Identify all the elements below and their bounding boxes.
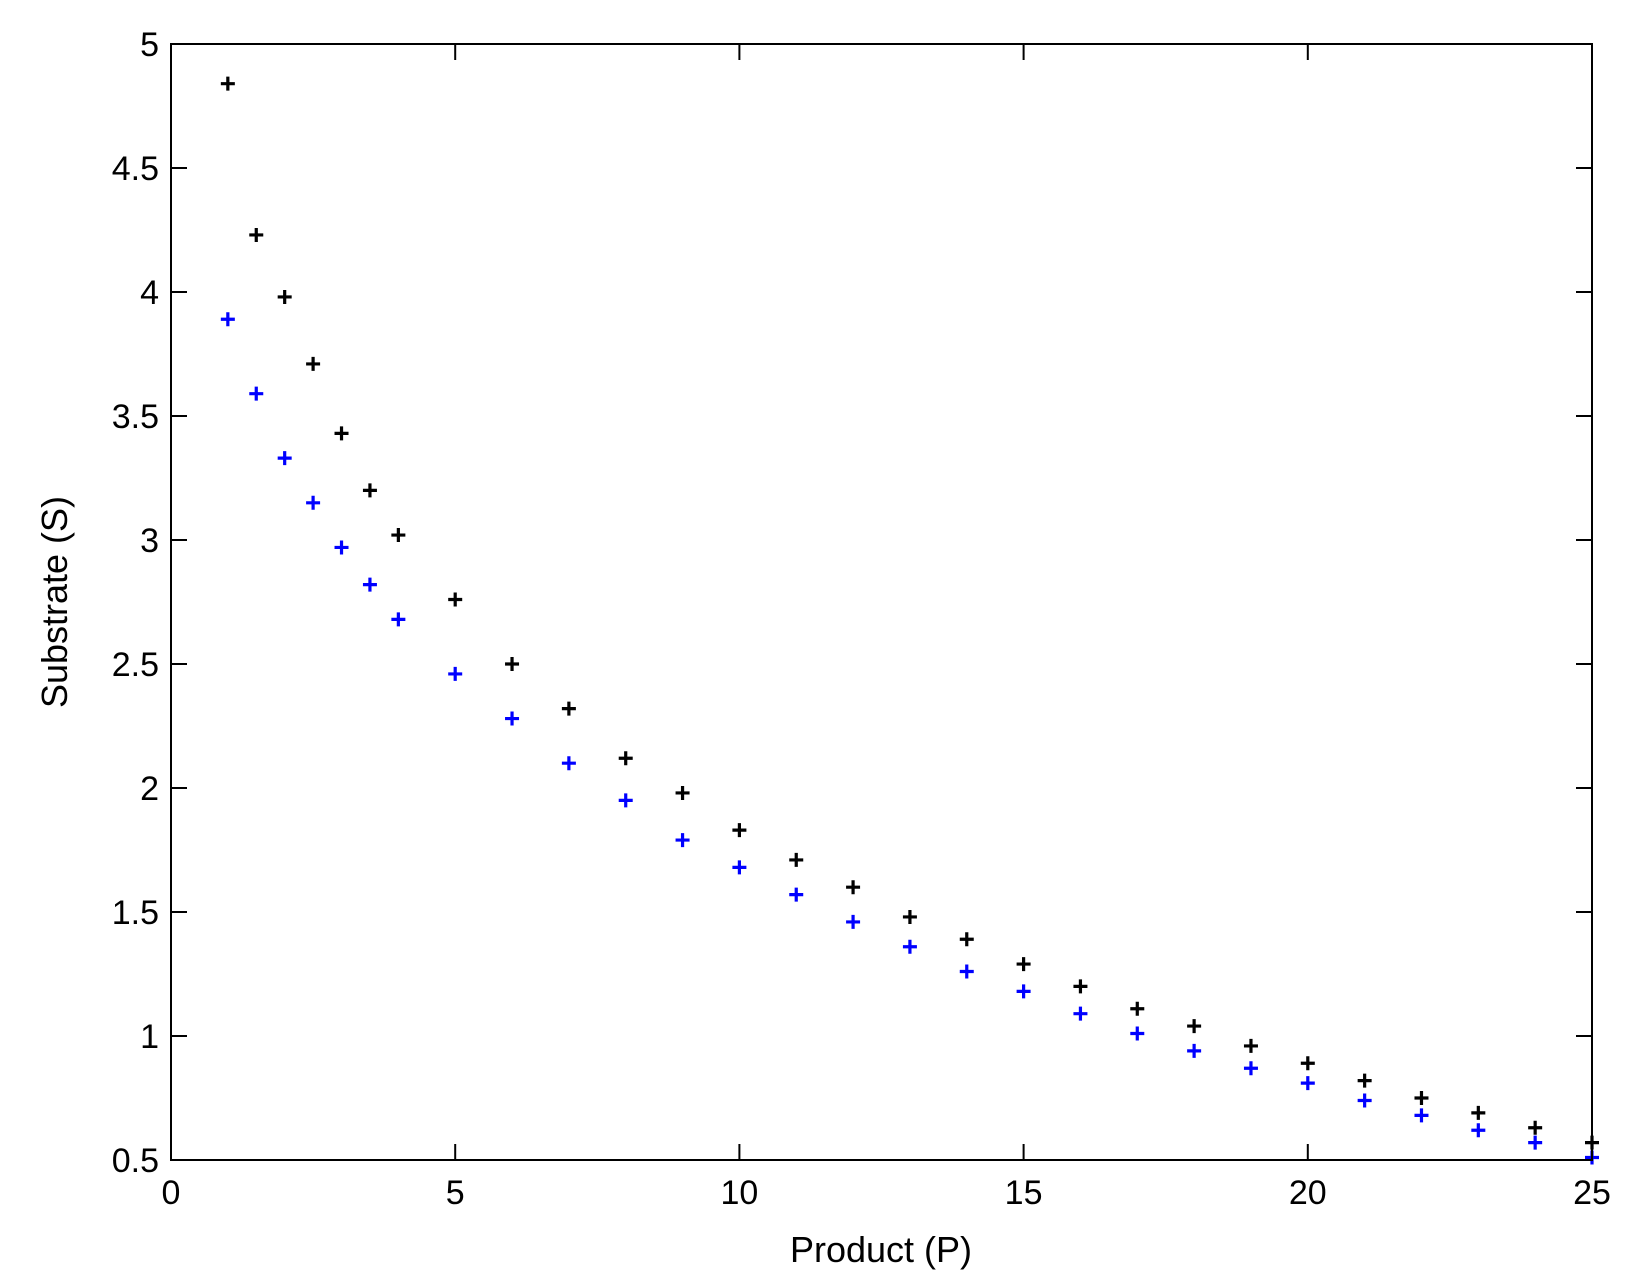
x-tick-label: 20 bbox=[1289, 1174, 1327, 1212]
x-tick-label: 5 bbox=[446, 1174, 465, 1212]
data-point bbox=[618, 793, 633, 808]
y-tick-label: 1.5 bbox=[112, 894, 159, 932]
data-point bbox=[1187, 1019, 1202, 1034]
x-tick-label: 15 bbox=[1005, 1174, 1043, 1212]
data-point bbox=[959, 932, 974, 947]
data-point bbox=[1357, 1093, 1372, 1108]
data-point bbox=[391, 528, 406, 543]
data-point bbox=[220, 312, 235, 327]
data-point bbox=[732, 823, 747, 838]
data-point bbox=[249, 227, 264, 242]
data-point bbox=[448, 666, 463, 681]
y-tick-label: 4.5 bbox=[112, 150, 159, 188]
data-point bbox=[789, 852, 804, 867]
y-tick-label: 1 bbox=[140, 1018, 159, 1056]
data-point bbox=[334, 540, 349, 555]
y-tick-label: 2.5 bbox=[112, 646, 159, 684]
data-point bbox=[1300, 1076, 1315, 1091]
y-tick-label: 3 bbox=[140, 522, 159, 560]
data-point bbox=[1130, 1001, 1145, 1016]
data-point bbox=[846, 880, 861, 895]
data-point bbox=[505, 657, 520, 671]
data-point bbox=[277, 289, 292, 304]
x-tick-label: 0 bbox=[162, 1174, 181, 1212]
data-point bbox=[1528, 1135, 1543, 1150]
data-point bbox=[1243, 1038, 1258, 1053]
y-tick-label: 2 bbox=[140, 770, 159, 808]
y-tick-label: 5 bbox=[140, 26, 159, 64]
plot-area bbox=[171, 44, 1592, 1160]
data-point bbox=[902, 939, 917, 954]
data-point bbox=[505, 711, 520, 726]
data-point bbox=[1016, 957, 1031, 972]
data-point bbox=[675, 785, 690, 800]
tick-labels: 0 5 10 15 20 25 0.5 1 1.5 2 2.5 3 3.5 4 4.5 5 bbox=[112, 26, 1611, 1212]
x-axis-label: Product (P) bbox=[790, 1229, 972, 1270]
data-point bbox=[362, 483, 377, 498]
data-point bbox=[618, 751, 633, 766]
data-point bbox=[732, 860, 747, 875]
data-point bbox=[220, 76, 235, 91]
data-point bbox=[789, 887, 804, 902]
data-point bbox=[1016, 984, 1031, 999]
x-tick-label: 25 bbox=[1573, 1174, 1611, 1212]
data-point bbox=[561, 756, 576, 771]
series-1 bbox=[220, 76, 1599, 1150]
y-axis-label: Substrate (S) bbox=[34, 496, 75, 708]
data-point bbox=[1073, 1006, 1088, 1021]
data-point bbox=[1528, 1120, 1543, 1135]
data-point bbox=[1073, 979, 1088, 994]
data-point bbox=[334, 426, 349, 441]
data-point bbox=[1130, 1026, 1145, 1041]
data-point bbox=[1357, 1073, 1372, 1088]
data-point bbox=[1471, 1105, 1486, 1120]
data-point bbox=[306, 356, 321, 371]
data-point bbox=[1187, 1043, 1202, 1058]
data-point bbox=[362, 577, 377, 592]
data-point bbox=[391, 612, 406, 627]
data-point bbox=[277, 451, 292, 466]
data-point bbox=[1471, 1123, 1486, 1138]
data-point bbox=[846, 914, 861, 929]
data-point bbox=[448, 592, 463, 607]
data-point bbox=[675, 833, 690, 848]
data-point bbox=[1414, 1108, 1429, 1123]
y-tick-label: 0.5 bbox=[112, 1142, 159, 1180]
data-point bbox=[1414, 1091, 1429, 1105]
data-point bbox=[1243, 1061, 1258, 1076]
data-point bbox=[249, 386, 264, 401]
data-point bbox=[561, 701, 576, 716]
data-point bbox=[902, 909, 917, 924]
x-tick-label: 10 bbox=[720, 1174, 758, 1212]
y-tick-label: 4 bbox=[140, 274, 159, 312]
plot-frame bbox=[170, 43, 1593, 1161]
data-point bbox=[959, 964, 974, 979]
y-tick-label: 3.5 bbox=[112, 398, 159, 436]
data-point bbox=[306, 495, 321, 510]
data-point bbox=[1300, 1056, 1315, 1071]
